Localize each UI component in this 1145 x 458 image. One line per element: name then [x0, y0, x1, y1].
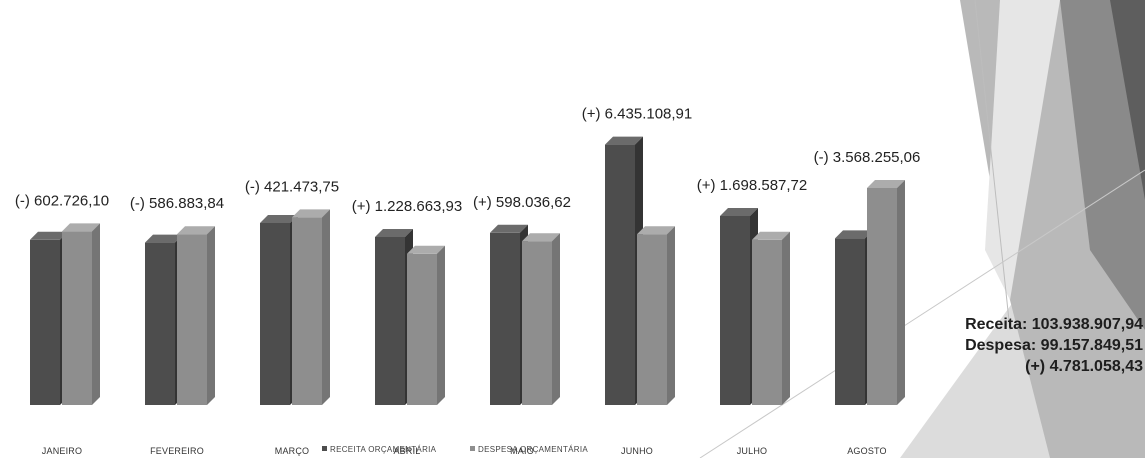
bar-despesa: [637, 226, 675, 405]
bar-despesa: [867, 180, 905, 405]
bar-front: [490, 232, 520, 405]
bar-top: [522, 233, 560, 242]
category-label: MARÇO: [275, 446, 310, 456]
bar-side: [897, 180, 905, 405]
category-label: FEVEREIRO: [150, 446, 204, 456]
bar-side: [782, 231, 790, 405]
bar-top: [145, 234, 183, 243]
data-label: (-) 3.568.255,06: [814, 149, 921, 166]
data-label: (-) 421.473,75: [245, 178, 339, 195]
bar-front: [605, 144, 635, 405]
bar-top: [407, 245, 445, 254]
data-label: (+) 1.228.663,93: [352, 198, 463, 215]
decor-line: [699, 169, 1145, 458]
category-label: ABRIL: [393, 446, 420, 456]
bar-despesa: [522, 233, 560, 405]
bars-group: [30, 136, 905, 405]
bar-despesa: [62, 223, 100, 405]
bar-side: [552, 233, 560, 405]
bar-front: [752, 239, 782, 405]
legend-swatch: [322, 446, 327, 451]
data-label: (+) 598.036,62: [473, 194, 571, 211]
legend-label: RECEITA ORÇAMENTÁRIA: [330, 445, 437, 454]
bar-front: [62, 231, 92, 405]
bar-top: [292, 209, 330, 218]
decor-shape-darkest: [1110, 0, 1145, 200]
bar-top: [30, 231, 68, 240]
bar-top: [720, 208, 758, 216]
data-label: (+) 1.698.587,72: [697, 177, 808, 194]
bar-top: [490, 224, 528, 233]
legend-swatch: [470, 446, 475, 451]
bar-front: [292, 217, 322, 405]
bar-front: [637, 234, 667, 405]
bar-despesa: [752, 231, 790, 405]
bar-front: [522, 241, 552, 405]
bar-despesa: [177, 226, 215, 405]
category-labels-group: JANEIRO FEVEREIRO MARÇO ABRIL MAIO JUNHO JULHO…: [42, 446, 887, 456]
bar-top: [867, 180, 905, 188]
bar-front: [720, 216, 750, 405]
summary-despesa: Despesa: 99.157.849,51: [965, 337, 1143, 354]
bar-front: [407, 253, 437, 405]
decor-shape-dark: [1060, 0, 1145, 330]
bar-top: [177, 226, 215, 235]
data-label: (-) 586.883,84: [130, 195, 224, 212]
legend-label: DESPESA ORÇAMENTÁRIA: [478, 445, 588, 454]
category-label: JANEIRO: [42, 446, 82, 456]
bar-side: [667, 226, 675, 405]
bar-top: [637, 226, 675, 235]
bar-top: [260, 215, 298, 223]
decor-shape-pale: [985, 0, 1060, 300]
summary-box: Receita: 103.938.907,94 Despesa: 99.157.…: [965, 314, 1143, 377]
bar-front: [145, 242, 175, 405]
legend-item: RECEITA ORÇAMENTÁRIA: [322, 445, 437, 454]
data-labels-group: (-) 602.726,10 (-) 586.883,84 (-) 421.473,…: [15, 106, 920, 215]
bar-side: [207, 226, 215, 405]
bar-front: [835, 238, 865, 405]
bar-front: [375, 237, 405, 405]
bar-front: [260, 223, 290, 405]
bar-top: [835, 230, 873, 239]
bar-side: [437, 245, 445, 405]
bar-side: [322, 209, 330, 405]
summary-resultado: (+) 4.781.058,43: [1025, 358, 1143, 375]
legend-item: DESPESA ORÇAMENTÁRIA: [470, 445, 588, 454]
bar-top: [375, 229, 413, 237]
category-label: MAIO: [510, 446, 534, 456]
bar-despesa: [407, 245, 445, 405]
bar-front: [867, 188, 897, 405]
decorative-background: [699, 0, 1145, 458]
category-label: AGOSTO: [847, 446, 887, 456]
bar-front: [177, 234, 207, 405]
data-label: (+) 6.435.108,91: [582, 106, 693, 123]
legend: RECEITA ORÇAMENTÁRIA DESPESA ORÇAMENTÁRIA: [322, 445, 588, 454]
bar-front: [30, 239, 60, 405]
bar-top: [605, 136, 643, 145]
bar-top: [752, 231, 790, 240]
category-label: JUNHO: [621, 446, 653, 456]
bar-top: [62, 223, 100, 232]
bar-side: [92, 223, 100, 405]
summary-receita: Receita: 103.938.907,94: [965, 316, 1143, 333]
bar-despesa: [292, 209, 330, 405]
category-label: JULHO: [737, 446, 768, 456]
data-label: (-) 602.726,10: [15, 192, 109, 209]
decor-line: [974, 0, 1011, 331]
